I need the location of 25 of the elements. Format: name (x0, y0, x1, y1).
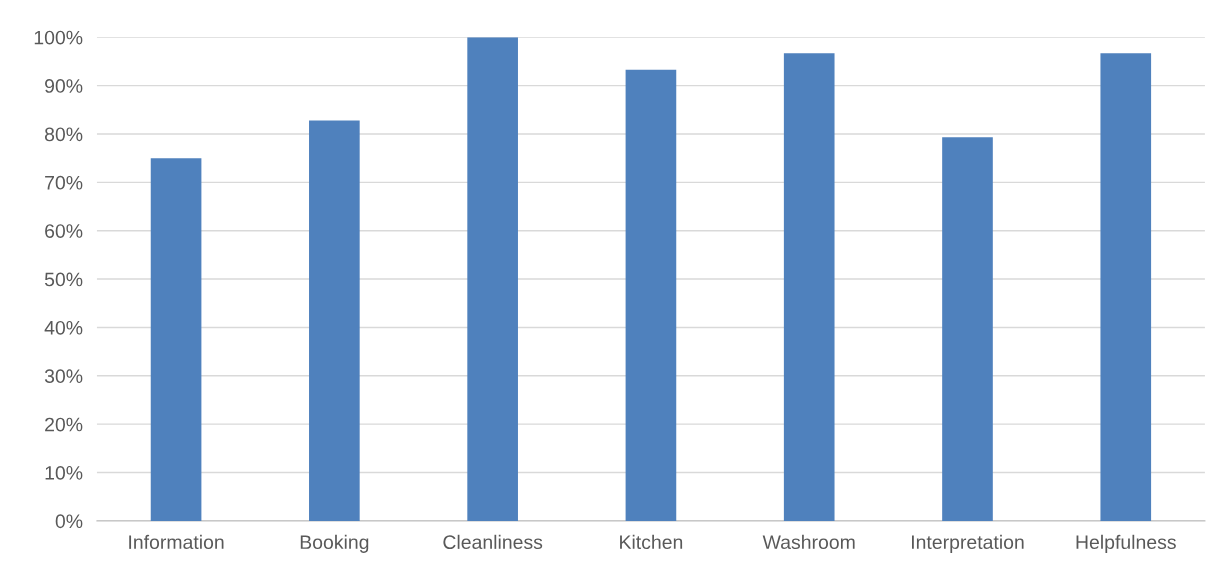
bar (1100, 53, 1152, 521)
x-tick-label: Washroom (762, 534, 855, 550)
x-tick-label: Cleanliness (443, 534, 543, 550)
y-tick-label: 20% (45, 417, 83, 432)
x-tick-label: Interpretation (912, 534, 1024, 553)
y-tick-label: 70% (45, 175, 83, 190)
y-tick-label: 50% (44, 272, 83, 287)
x-tick-label: Booking (300, 534, 369, 553)
x-tick-label: Helpfulness (1076, 534, 1176, 553)
y-tick-label: 60% (45, 224, 83, 238)
y-tick-label: 0% (55, 514, 83, 529)
bar (942, 137, 993, 521)
y-tick-label: 80% (44, 127, 83, 142)
bar (625, 69, 677, 521)
y-tick-label: 30% (44, 369, 83, 384)
bar (783, 53, 835, 521)
bar (467, 37, 518, 521)
bar (309, 120, 360, 521)
x-tick-label: Information (129, 534, 224, 550)
y-tick-label: 100% (34, 30, 83, 45)
x-tick-label: Kitchen (620, 534, 683, 550)
bar (150, 158, 202, 521)
y-tick-label: 10% (45, 465, 83, 480)
y-tick-label: 90% (45, 79, 83, 93)
y-tick-label: 40% (44, 320, 83, 335)
